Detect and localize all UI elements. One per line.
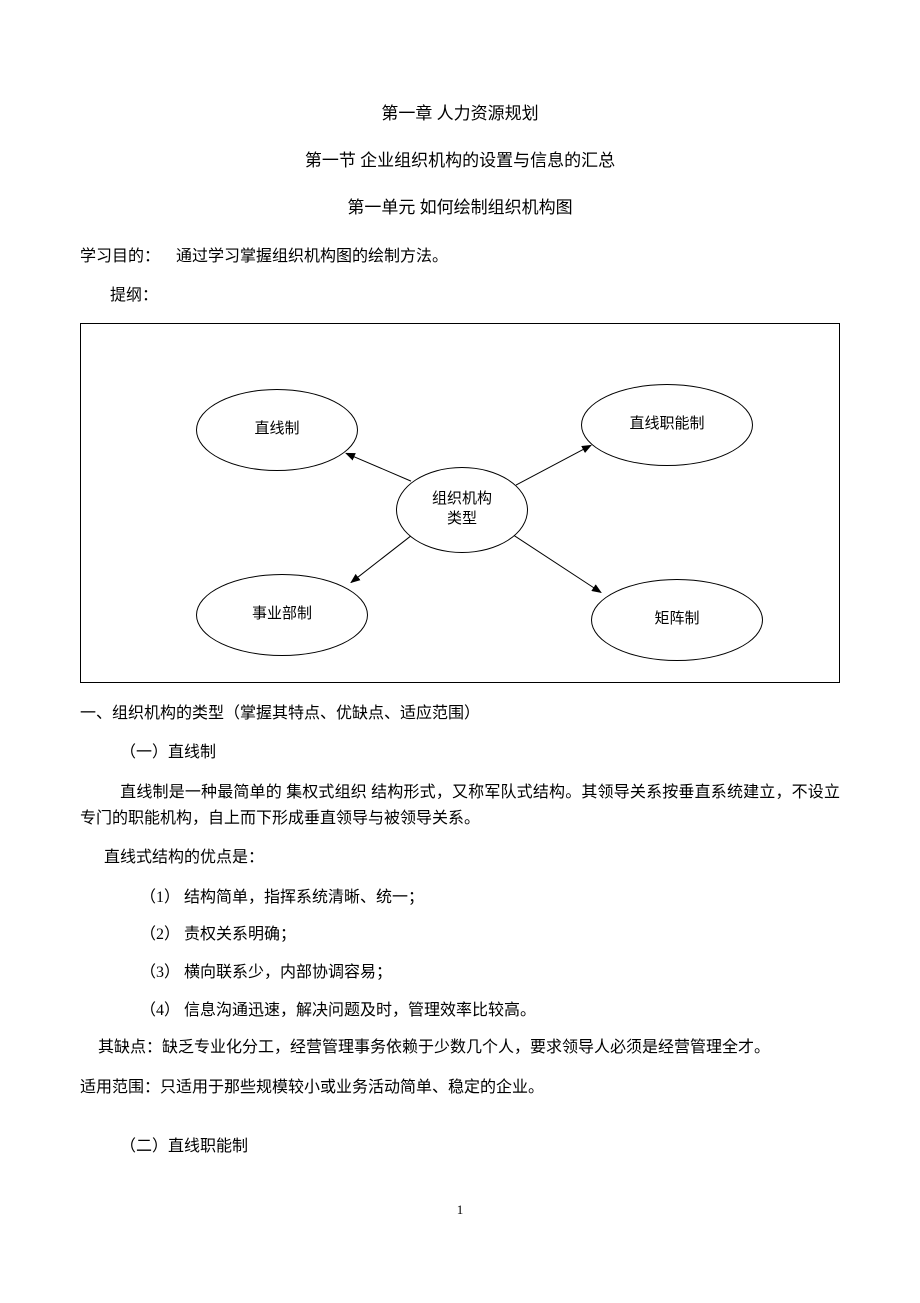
disadvantages-para: 其缺点：缺乏专业化分工，经营管理事务依赖于少数几个人，要求领导人必须是经营管理全… [80, 1035, 840, 1061]
learning-objective: 学习目的： 通过学习掌握组织机构图的绘制方法。 [80, 244, 840, 270]
objective-label: 学习目的： [80, 248, 160, 265]
objective-text: 通过学习掌握组织机构图的绘制方法。 [176, 248, 448, 265]
document-page: 第一章 人力资源规划 第一节 企业组织机构的设置与信息的汇总 第一单元 如何绘制… [0, 0, 920, 1281]
advantage-item-2: （2） 责权关系明确； [80, 922, 840, 948]
scope-para: 适用范围：只适用于那些规模较小或业务活动简单、稳定的企业。 [80, 1075, 840, 1101]
section-title: 第一节 企业组织机构的设置与信息的汇总 [80, 147, 840, 174]
outline-label: 提纲： [80, 283, 840, 309]
chapter-title: 第一章 人力资源规划 [80, 100, 840, 127]
diagram-node-top_right: 直线职能制 [581, 384, 753, 466]
diagram-edge [346, 453, 411, 481]
diagram-edge [351, 536, 411, 583]
diagram-node-bottom_right: 矩阵制 [591, 579, 763, 661]
subheading-line-functional: （二）直线职能制 [80, 1134, 840, 1160]
diagram-node-top_left: 直线制 [196, 389, 358, 471]
advantages-label: 直线式结构的优点是： [80, 845, 840, 871]
diagram-node-bottom_left: 事业部制 [196, 574, 368, 656]
spacer [80, 1114, 840, 1134]
diagram-edge [513, 535, 601, 593]
linear-description: 直线制是一种最简单的 集权式组织 结构形式，又称军队式结构。其领导关系按垂直系统… [80, 780, 840, 831]
advantage-item-4: （4） 信息沟通迅速，解决问题及时，管理效率比较高。 [80, 998, 840, 1024]
diagram-edge [516, 445, 591, 485]
subheading-linear: （一）直线制 [80, 740, 840, 766]
diagram-node-center: 组织机构类型 [396, 467, 528, 553]
advantage-item-3: （3） 横向联系少，内部协调容易； [80, 960, 840, 986]
org-type-diagram: 组织机构类型直线制 直线职能制事业部制 矩阵制 [80, 323, 840, 683]
heading-types: 一、组织机构的类型（掌握其特点、优缺点、适应范围） [80, 701, 840, 727]
linear-desc-text: 直线制是一种最简单的 集权式组织 结构形式，又称军队式结构。其领导关系按垂直系统… [80, 784, 840, 827]
advantage-item-1: （1） 结构简单，指挥系统清晰、统一； [80, 885, 840, 911]
unit-title: 第一单元 如何绘制组织机构图 [80, 194, 840, 221]
page-number: 1 [80, 1200, 840, 1221]
